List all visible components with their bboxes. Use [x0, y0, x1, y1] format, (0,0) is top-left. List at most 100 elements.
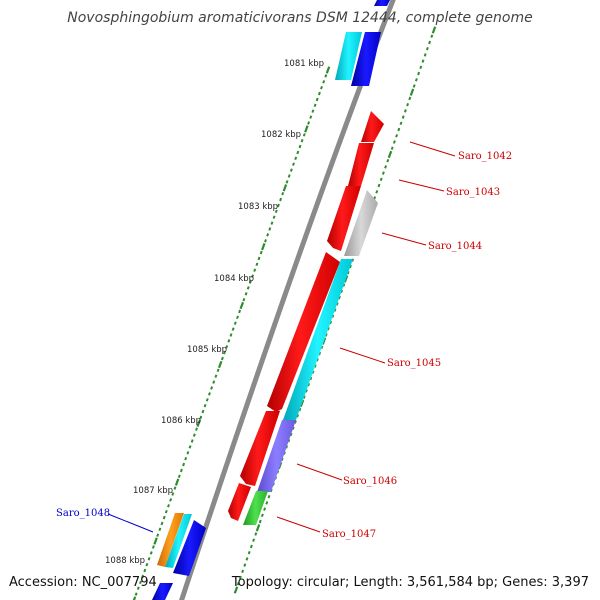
leader-saro-1044 [381, 232, 427, 246]
gene-blue-partial[interactable] [152, 583, 173, 600]
minor-tick [331, 314, 335, 318]
gene-blue-bottom[interactable] [173, 520, 206, 576]
minor-tick [179, 468, 183, 473]
gene-label-saro-1044[interactable]: Saro_1044 [428, 241, 482, 252]
minor-tick [351, 258, 355, 262]
gene-saro-1048-cyan[interactable] [165, 514, 192, 568]
minor-tick [141, 574, 145, 579]
minor-tick [412, 84, 416, 88]
minor-tick [167, 504, 170, 508]
gene-blue-top[interactable] [351, 32, 381, 86]
kbp-label: 1086 kbp [161, 416, 201, 426]
gene-saro-1045[interactable] [283, 259, 353, 420]
major-tick [282, 184, 288, 192]
minor-tick [265, 501, 269, 505]
minor-tick [272, 215, 276, 219]
gene-label-saro-1042[interactable]: Saro_1042 [458, 151, 512, 162]
minor-tick [151, 545, 155, 549]
gene-saro-1043[interactable] [348, 143, 374, 186]
minor-tick [326, 326, 330, 331]
accession-label: Accession: NC_007794 [9, 575, 157, 590]
minor-tick [182, 462, 186, 467]
minor-tick [289, 168, 293, 172]
minor-tick [266, 233, 270, 237]
minor-tick [247, 550, 251, 555]
minor-tick [147, 557, 151, 561]
minor-tick [430, 34, 434, 38]
major-tick [233, 586, 239, 594]
minor-tick [309, 376, 313, 381]
label-leaders [107, 141, 456, 533]
gene-saro-1044[interactable] [344, 190, 378, 256]
gene-label-saro-1045[interactable]: Saro_1045 [387, 358, 441, 369]
minor-tick [242, 297, 246, 302]
genome-title: Novosphingobium aromaticivorans DSM 1244… [67, 10, 532, 26]
minor-tick [231, 327, 235, 331]
minor-tick [192, 433, 196, 437]
minor-tick [395, 134, 399, 138]
major-tick [304, 125, 309, 133]
minor-tick [294, 156, 298, 161]
major-tick [321, 337, 327, 345]
minor-tick [225, 345, 229, 349]
kbp-label: 1087 kbp [133, 486, 173, 496]
minor-tick [171, 492, 175, 496]
kbp-label: 1084 kbp [214, 274, 254, 284]
minor-tick [212, 380, 216, 384]
minor-tick [291, 426, 295, 430]
minor-tick [238, 575, 242, 580]
major-tick [261, 243, 266, 251]
minor-tick [287, 174, 291, 178]
leader-saro-1046 [296, 463, 343, 481]
gene-top-blue[interactable] [374, 0, 390, 6]
minor-tick [134, 592, 138, 596]
minor-tick [392, 140, 396, 144]
minor-tick [251, 274, 255, 278]
minor-tick [298, 144, 302, 149]
minor-tick [386, 158, 390, 163]
gene-label-saro-1047[interactable]: Saro_1047 [322, 529, 376, 540]
minor-tick [342, 283, 346, 287]
kbp-label: 1081 kbp [284, 59, 324, 69]
gene-cyan-top[interactable] [335, 32, 362, 80]
topology-summary: Topology: circular; Length: 3,561,584 bp… [231, 575, 589, 590]
major-tick [325, 66, 331, 74]
major-tick [217, 360, 223, 369]
gene-saro-1047[interactable] [243, 491, 268, 525]
minor-tick [417, 71, 421, 76]
gene-saro-1046[interactable] [257, 420, 296, 492]
gene-red-long[interactable] [267, 252, 340, 412]
minor-tick [145, 562, 149, 567]
gene-red-3[interactable] [327, 186, 361, 251]
minor-tick [207, 392, 211, 396]
minor-tick [238, 309, 242, 314]
minor-tick [186, 451, 190, 455]
minor-tick [244, 292, 248, 296]
minor-tick [419, 65, 423, 70]
minor-tick [329, 320, 333, 325]
minor-tick [268, 227, 272, 231]
gene-red-lower[interactable] [240, 411, 280, 486]
gene-red-small[interactable] [228, 483, 251, 521]
gene-label-saro-1043[interactable]: Saro_1043 [446, 187, 500, 198]
gene-label-saro-1046[interactable]: Saro_1046 [343, 476, 397, 487]
major-tick [153, 537, 158, 545]
minor-tick [162, 515, 166, 520]
minor-tick [320, 85, 323, 90]
minor-tick [205, 398, 209, 402]
minor-tick [190, 439, 194, 443]
minor-tick [408, 96, 412, 101]
gene-label-saro-1048[interactable]: Saro_1048 [56, 508, 110, 519]
major-tick [387, 150, 393, 159]
minor-tick [296, 414, 300, 418]
gene-saro-1042[interactable] [361, 111, 384, 142]
minor-tick [401, 115, 405, 119]
minor-tick [158, 527, 162, 532]
minor-tick [184, 456, 188, 461]
minor-tick [293, 420, 297, 424]
gene-saro-1048-orange[interactable] [157, 513, 184, 567]
major-tick [239, 301, 245, 310]
minor-tick [214, 374, 218, 378]
minor-tick [259, 250, 263, 255]
